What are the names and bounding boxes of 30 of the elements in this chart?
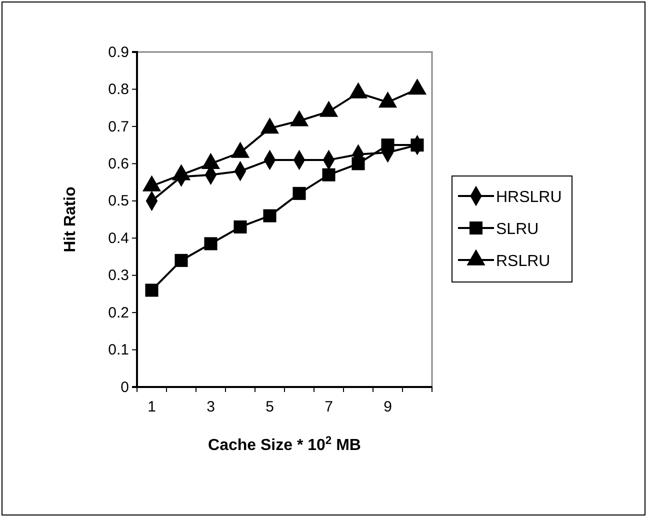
y-tick-label: 0.8 [108, 81, 129, 98]
point [410, 138, 424, 152]
y-axis-title: Hit Ratio [62, 186, 79, 252]
point [174, 254, 188, 267]
x-tick-label: 3 [206, 398, 215, 416]
y-tick-label: 0.7 [108, 118, 129, 136]
legend-label: RSLRU [496, 253, 550, 270]
y-tick-label: 0.9 [108, 44, 129, 61]
x-tick-label: 7 [324, 398, 333, 416]
point [204, 237, 218, 250]
y-tick-label: 0 [120, 378, 129, 396]
point [352, 157, 365, 170]
point [381, 138, 394, 152]
x-axis-title: Cache Size * 10$^{2}$ MB [208, 435, 361, 454]
x-tick-label: 5 [266, 398, 274, 416]
y-tick-label: 0.2 [108, 304, 129, 322]
point [145, 284, 158, 297]
point [234, 220, 247, 234]
y-tick-label: 0.1 [108, 342, 129, 359]
legend-label: SLRU [496, 221, 539, 238]
y-tick-label: 0.5 [108, 192, 129, 210]
point [322, 168, 336, 182]
y-tick-label: 0.3 [108, 267, 129, 284]
legend-label: HRSLRU [496, 189, 562, 206]
x-tick-label: 1 [148, 398, 156, 416]
point [263, 209, 276, 222]
y-tick-label: 0.6 [108, 155, 129, 172]
point [292, 186, 306, 200]
y-tick-label: 0.4 [108, 230, 129, 247]
x-tick-label: 9 [384, 398, 392, 416]
